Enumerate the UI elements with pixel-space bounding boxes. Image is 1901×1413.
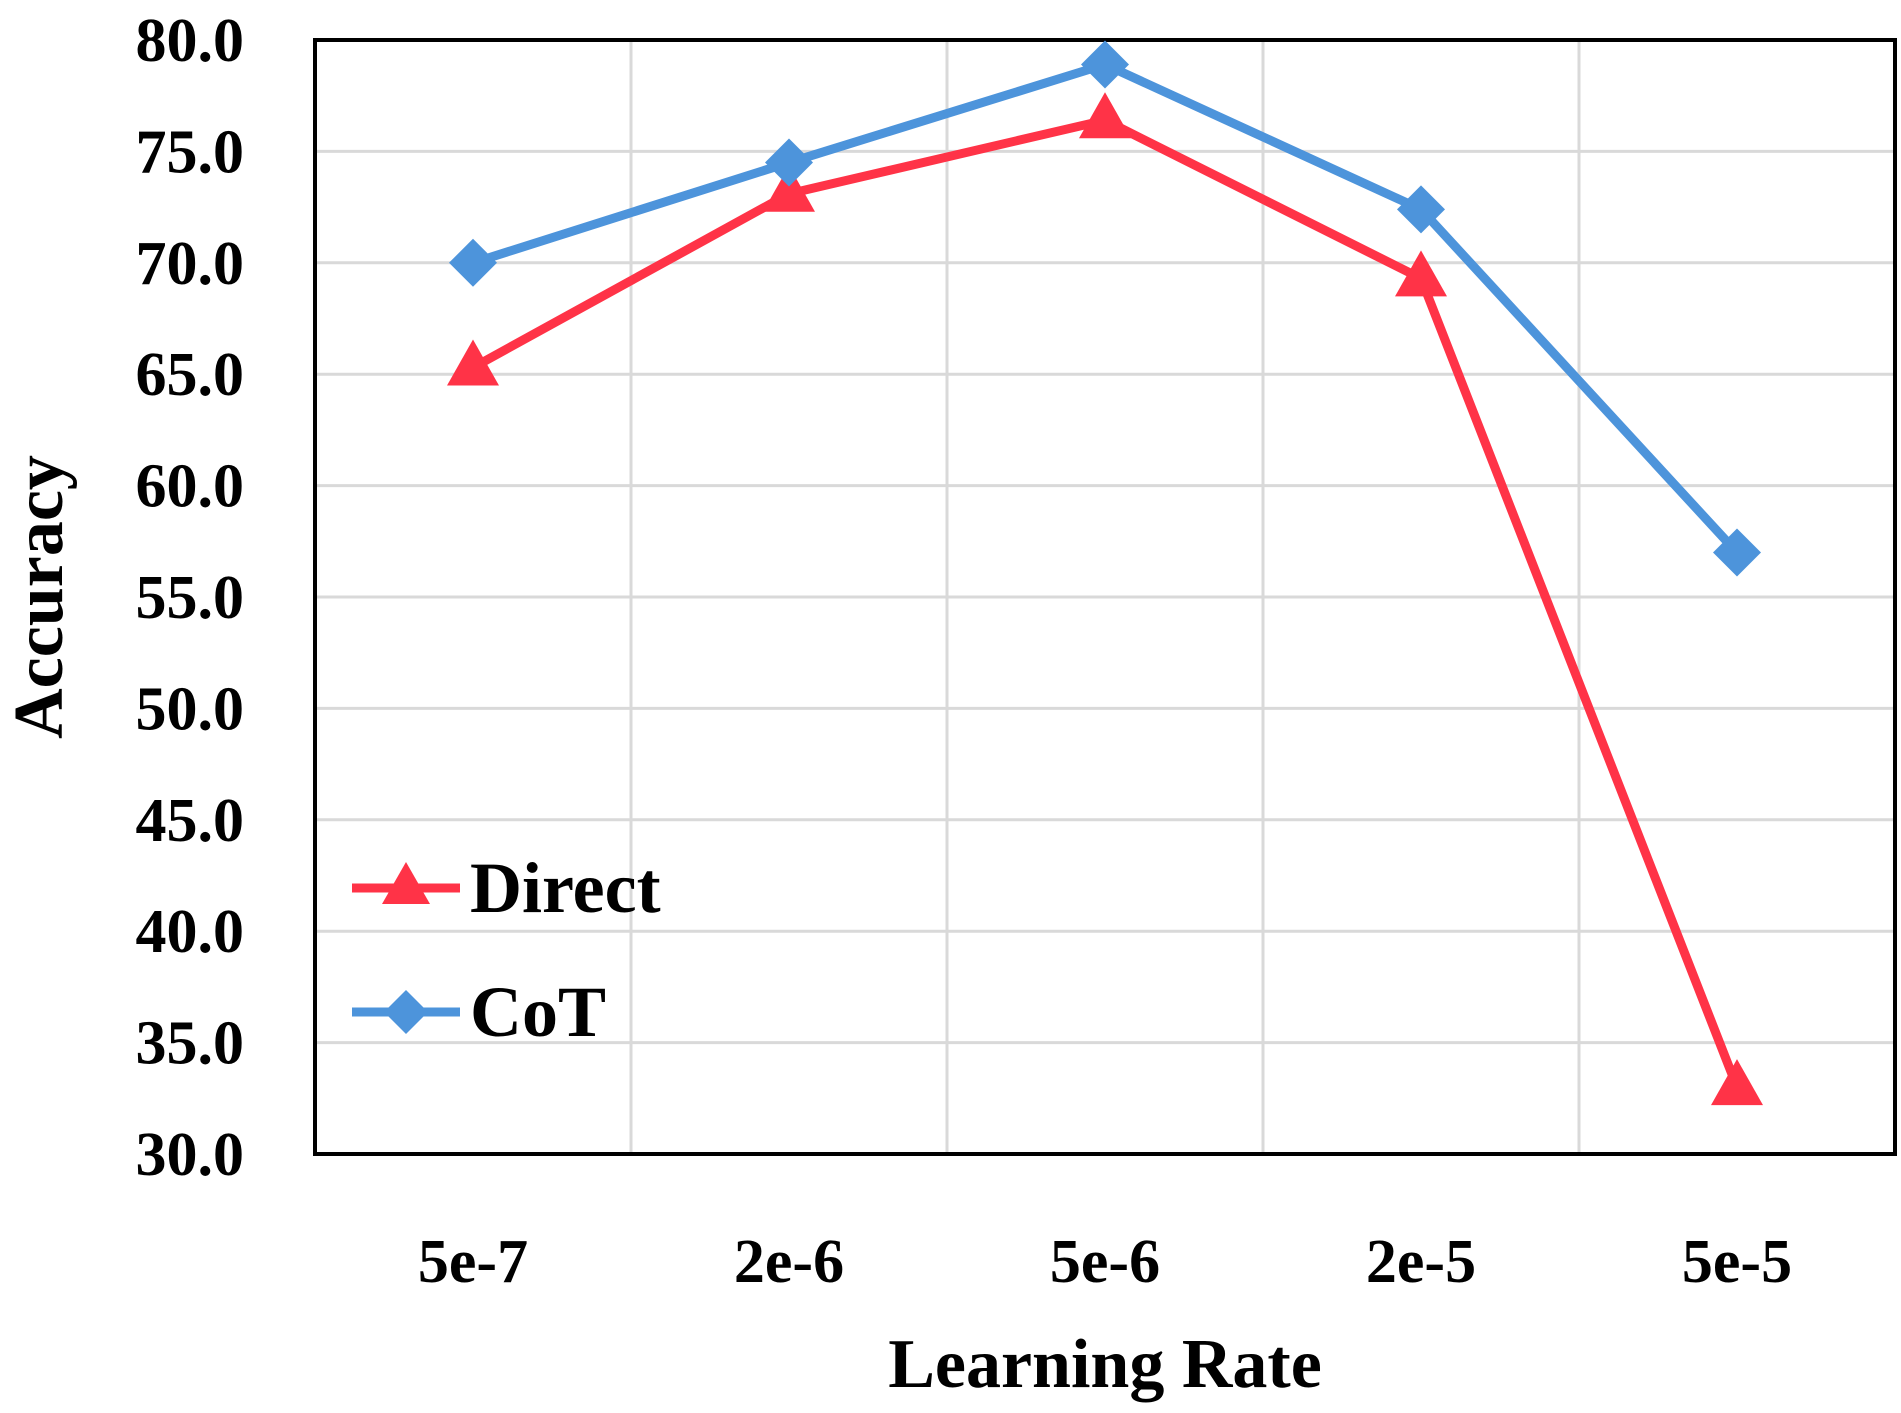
y-tick-label-50.0: 50.0 — [136, 675, 245, 743]
gridlines — [315, 40, 1895, 1154]
data-point-cot-2e-6 — [765, 138, 813, 187]
legend: Direct CoT — [352, 848, 661, 1052]
data-point-direct-5e-6 — [1079, 92, 1131, 139]
y-axis-title: Accuracy — [1, 455, 78, 739]
data-point-direct-5e-5 — [1711, 1059, 1763, 1106]
data-point-cot-5e-6 — [1081, 40, 1129, 89]
data-point-direct-5e-7 — [447, 339, 499, 386]
y-tick-label-55.0: 55.0 — [136, 564, 245, 632]
legend-swatch-direct-marker — [382, 862, 430, 904]
x-tick-label-2e-6: 2e-6 — [734, 1228, 844, 1296]
y-tick-label-65.0: 65.0 — [136, 341, 245, 409]
legend-label-direct: Direct — [470, 848, 661, 928]
series-cot — [449, 40, 1761, 577]
data-point-direct-2e-6 — [763, 165, 815, 212]
y-tick-label-30.0: 30.0 — [136, 1121, 245, 1189]
legend-label-cot: CoT — [470, 972, 606, 1052]
data-point-cot-5e-7 — [449, 238, 497, 287]
y-tick-label-45.0: 45.0 — [136, 787, 245, 855]
data-point-cot-2e-5 — [1397, 185, 1445, 234]
series-direct — [447, 92, 1763, 1106]
y-tick-label-75.0: 75.0 — [136, 118, 245, 186]
x-tick-label-5e-5: 5e-5 — [1682, 1228, 1792, 1296]
data-point-direct-2e-5 — [1395, 250, 1447, 297]
x-tick-label-2e-5: 2e-5 — [1366, 1228, 1476, 1296]
x-axis-title: Learning Rate — [888, 1326, 1322, 1403]
legend-entry-direct: Direct — [352, 848, 661, 928]
y-tick-label-70.0: 70.0 — [136, 230, 245, 298]
y-tick-label-40.0: 40.0 — [136, 898, 245, 966]
y-tick-label-80.0: 80.0 — [136, 7, 245, 75]
x-tick-label-5e-6: 5e-6 — [1050, 1228, 1160, 1296]
y-tick-label-60.0: 60.0 — [136, 453, 245, 521]
x-tick-label-5e-7: 5e-7 — [418, 1228, 528, 1296]
x-axis-ticks: 5e-7 2e-6 5e-6 2e-5 5e-5 — [418, 1228, 1792, 1296]
series-layer — [447, 40, 1763, 1106]
data-point-cot-5e-5 — [1713, 528, 1761, 577]
legend-entry-cot: CoT — [352, 972, 606, 1052]
y-tick-label-35.0: 35.0 — [136, 1010, 245, 1078]
plot-area-frame — [313, 38, 1897, 1156]
y-axis-ticks: 30.0 35.0 40.0 45.0 50.0 55.0 60.0 65.0 70.0 75.0… — [136, 7, 245, 1189]
series-line-direct — [470, 115, 1742, 1089]
legend-swatch-cot-marker — [384, 990, 428, 1034]
